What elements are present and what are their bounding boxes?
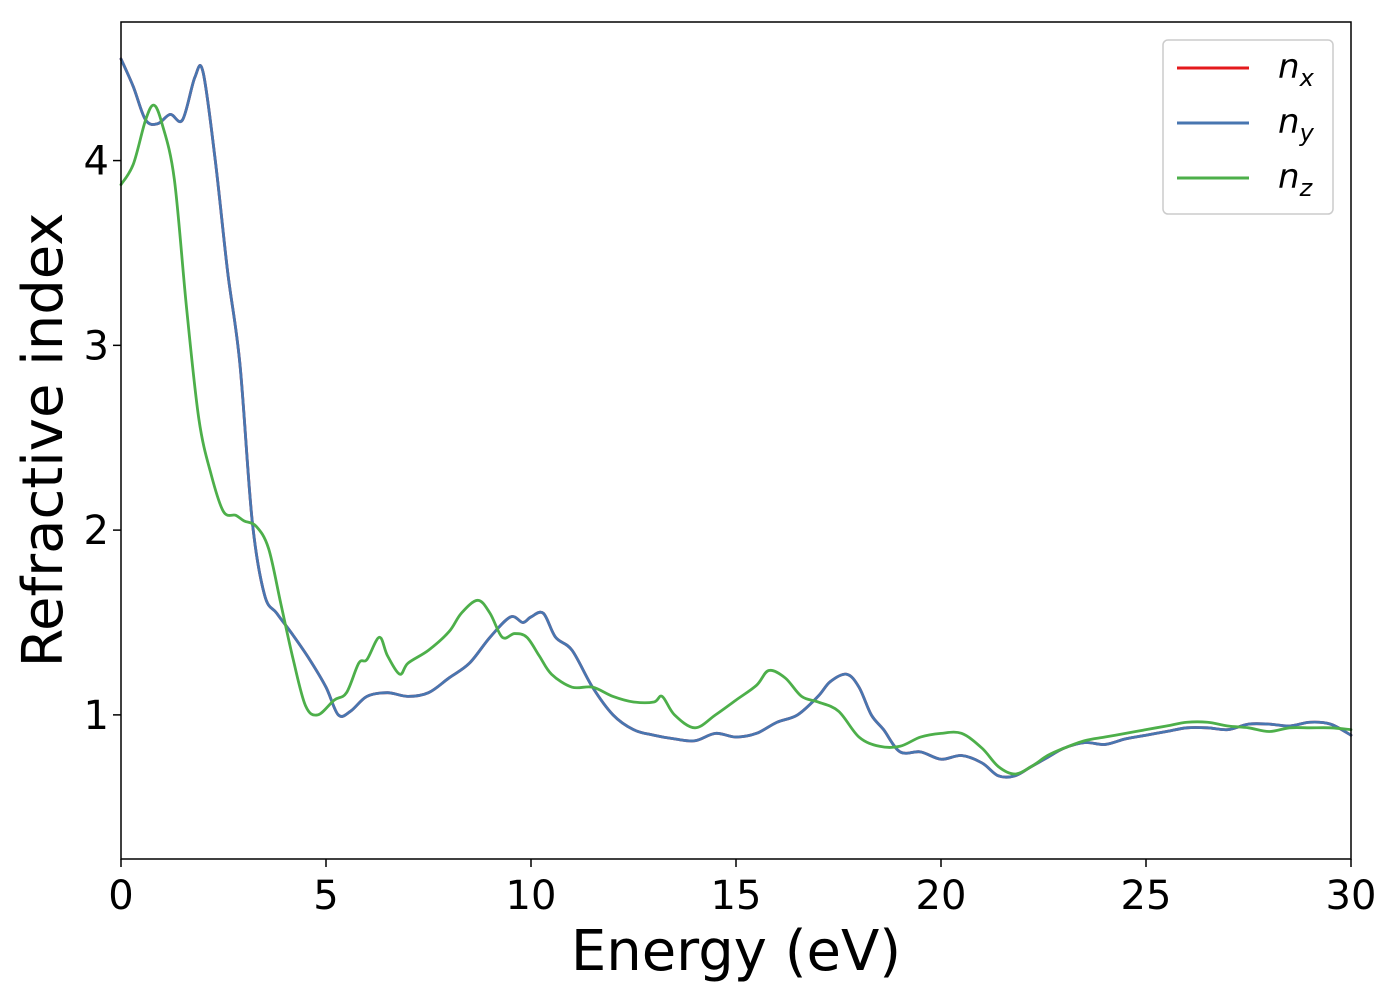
legend-box bbox=[1162, 39, 1334, 215]
x-axis-title: Energy (eV) bbox=[571, 919, 901, 984]
series-line-z bbox=[119, 103, 1353, 776]
series-line-y bbox=[119, 57, 1353, 779]
legend-label-z: nz bbox=[1278, 157, 1314, 202]
y-tick-label: 3 bbox=[84, 323, 109, 369]
legend: nx ny nz bbox=[1162, 39, 1334, 215]
x-tick-label: 20 bbox=[916, 873, 967, 919]
x-tick-label: 0 bbox=[108, 873, 133, 919]
series-layer bbox=[119, 57, 1353, 779]
x-tick-label: 25 bbox=[1121, 873, 1172, 919]
x-axis: 0 5 10 15 20 25 30 bbox=[108, 859, 1376, 919]
x-tick-label: 30 bbox=[1326, 873, 1377, 919]
y-tick-label: 4 bbox=[84, 139, 109, 185]
x-tick-label: 10 bbox=[506, 873, 557, 919]
y-tick-label: 1 bbox=[84, 693, 109, 739]
x-tick-label: 5 bbox=[313, 873, 338, 919]
y-axis: 1 2 3 4 bbox=[84, 139, 121, 739]
legend-label-x: nx bbox=[1278, 47, 1315, 92]
y-tick-label: 2 bbox=[84, 508, 109, 554]
legend-label-y: ny bbox=[1278, 102, 1315, 147]
y-axis-title: Refractive index bbox=[11, 213, 76, 668]
x-tick-label: 15 bbox=[711, 873, 762, 919]
